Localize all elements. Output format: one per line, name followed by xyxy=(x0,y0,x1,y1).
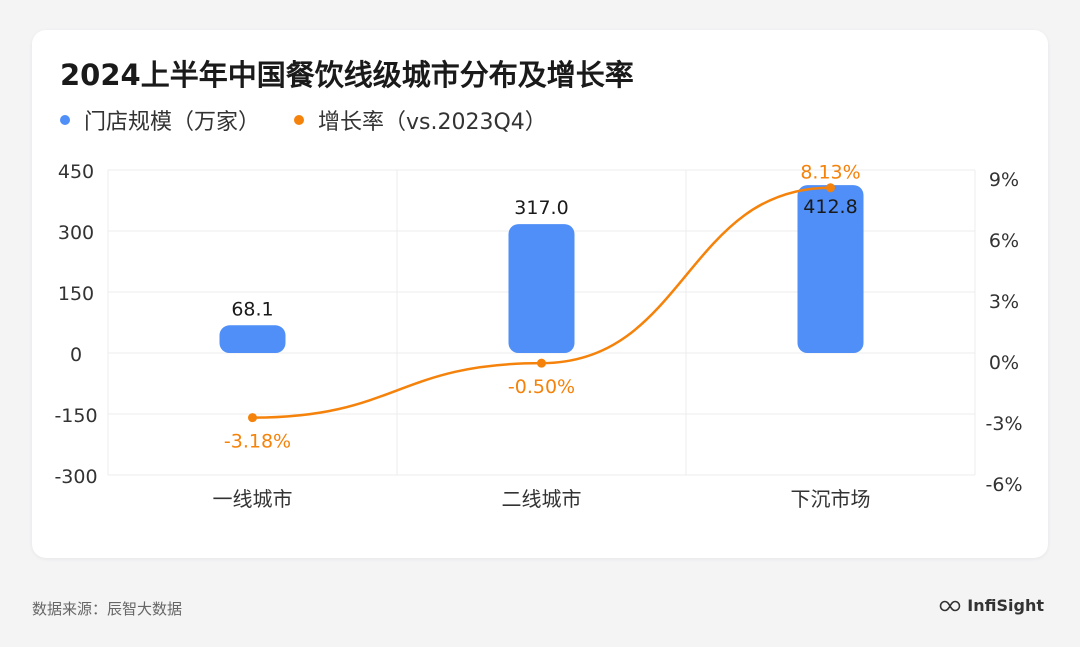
y-left-tick-label: -150 xyxy=(54,405,97,427)
y-right-tick-label: 3% xyxy=(989,291,1019,313)
y-left-tick-label: -300 xyxy=(54,466,97,488)
y-left-tick-label: 450 xyxy=(58,161,94,183)
bar-data-label: 68.1 xyxy=(231,298,273,320)
y-right-tick-label: 9% xyxy=(989,169,1019,191)
y-left-tick-label: 0 xyxy=(70,344,82,366)
legend-bar-marker xyxy=(60,115,70,125)
growth-rate-point xyxy=(826,183,835,193)
brand-name: InfiSight xyxy=(967,596,1044,615)
line-data-label: 8.13% xyxy=(800,162,860,184)
growth-rate-point xyxy=(248,413,257,423)
y-right-tick-label: -6% xyxy=(986,474,1023,496)
y-right-tick-label: -3% xyxy=(986,413,1023,435)
legend-line-marker xyxy=(294,115,305,125)
brand-logo: InfiSight xyxy=(939,596,1044,615)
x-tick-label: 一线城市 xyxy=(213,487,293,511)
bar xyxy=(219,325,286,353)
y-right-tick-label: 6% xyxy=(989,230,1019,252)
y-right-tick-label: 0% xyxy=(989,352,1019,374)
x-tick-label: 二线城市 xyxy=(502,487,582,511)
bar xyxy=(508,224,575,353)
line-data-label: -3.18% xyxy=(224,431,291,453)
y-left-tick-label: 150 xyxy=(58,283,94,305)
growth-rate-point xyxy=(537,358,546,368)
growth-rate-line xyxy=(252,186,831,419)
legend-item-line: 增长率（vs.2023Q4） xyxy=(294,104,547,136)
legend-item-bar: 门店规模（万家） xyxy=(60,104,260,136)
source-note: 数据来源：辰智大数据 xyxy=(32,600,183,618)
line-data-label: -0.50% xyxy=(508,376,575,398)
legend-line-label: 增长率（vs.2023Q4） xyxy=(318,110,547,135)
infinity-icon xyxy=(940,600,961,611)
bar xyxy=(797,185,864,353)
bar-data-label: 412.8 xyxy=(803,196,857,218)
legend: 门店规模（万家） 增长率（vs.2023Q4） xyxy=(60,105,581,135)
legend-bar-label: 门店规模（万家） xyxy=(84,110,261,135)
chart-title: 2024上半年中国餐饮线级城市分布及增长率 xyxy=(60,58,634,92)
x-tick-label: 下沉市场 xyxy=(791,487,871,511)
bar-data-label: 317.0 xyxy=(514,197,568,219)
y-left-tick-label: 300 xyxy=(58,222,94,244)
